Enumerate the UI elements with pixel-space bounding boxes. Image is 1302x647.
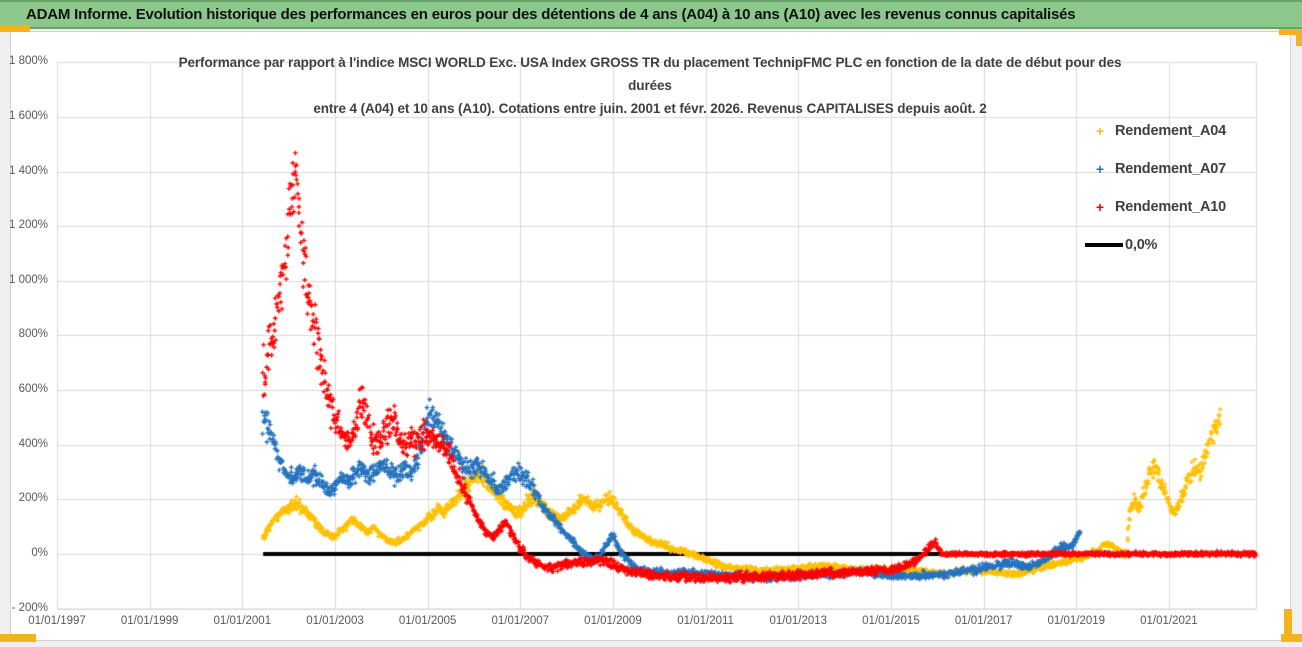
y-tick-label: 1 000% xyxy=(8,273,48,286)
x-tick-label: 01/01/2013 xyxy=(769,615,828,627)
y-tick-label: 1 200% xyxy=(8,219,48,232)
legend-item-rendement_a07: + Rendement_A07 xyxy=(1085,150,1270,188)
x-tick-label: 01/01/2019 xyxy=(1047,615,1106,627)
y-tick-label: 1 800% xyxy=(8,55,48,68)
y-tick-label: 800% xyxy=(18,328,48,341)
x-tick-label: 01/01/2009 xyxy=(584,615,642,627)
y-tick-label: 400% xyxy=(18,437,48,450)
plus-marker-icon: + xyxy=(1095,199,1105,215)
chart-title-line3: entre 4 (A04) et 10 ans (A10). Cotations… xyxy=(313,101,987,116)
x-tick-label: 01/01/2017 xyxy=(954,615,1013,627)
x-tick-label: 01/01/2007 xyxy=(491,615,550,627)
y-tick-label: - 200% xyxy=(11,601,48,614)
gold-corner-bottom-left-accent xyxy=(0,634,36,642)
legend-label: 0,0% xyxy=(1125,237,1158,253)
gold-corner-top-left-accent xyxy=(0,25,30,32)
chart-title-line1: Performance par rapport à l'indice MSCI … xyxy=(178,55,1122,70)
x-tick-label: 01/01/2021 xyxy=(1140,615,1198,627)
x-tick-label: 01/01/1997 xyxy=(28,615,86,627)
legend-label: Rendement_A10 xyxy=(1115,199,1227,215)
x-tick-label: 01/01/2015 xyxy=(862,615,920,627)
y-tick-label: 0% xyxy=(31,547,48,559)
chart-title: Performance par rapport à l'indice MSCI … xyxy=(60,51,1240,120)
gold-corner-top-right-accent xyxy=(1296,29,1302,46)
y-tick-label: 200% xyxy=(18,492,48,505)
gold-corner-bottom-right-accent xyxy=(1284,609,1292,642)
legend-item-rendement_a04: + Rendement_A04 xyxy=(1085,112,1270,150)
x-tick-label: 01/01/2005 xyxy=(398,615,457,627)
legend-item-zero-line: 0,0% xyxy=(1085,226,1270,264)
plus-marker-icon: + xyxy=(1095,123,1105,139)
gold-corner-bottom-right-accent xyxy=(1281,634,1302,642)
legend-label: Rendement_A04 xyxy=(1115,123,1227,139)
y-tick-label: 1 400% xyxy=(8,164,48,177)
x-tick-label: 01/01/2003 xyxy=(306,615,364,627)
legend-item-rendement_a10: + Rendement_A10 xyxy=(1085,188,1270,226)
y-tick-label: 1 600% xyxy=(8,109,48,122)
legend-label: Rendement_A07 xyxy=(1115,161,1227,177)
chart-title-line2: durées xyxy=(628,78,672,93)
x-tick-label: 01/01/2001 xyxy=(213,615,272,627)
gold-corner-top-right-accent xyxy=(1279,29,1302,35)
plus-marker-icon: + xyxy=(1095,161,1105,177)
zero-line-marker xyxy=(1085,243,1123,247)
y-tick-label: 600% xyxy=(18,383,48,396)
x-tick-label: 01/01/2011 xyxy=(677,615,734,627)
legend: + Rendement_A04 + Rendement_A07 + Rendement_A… xyxy=(1085,112,1270,264)
x-tick-label: 01/01/1999 xyxy=(120,615,179,627)
